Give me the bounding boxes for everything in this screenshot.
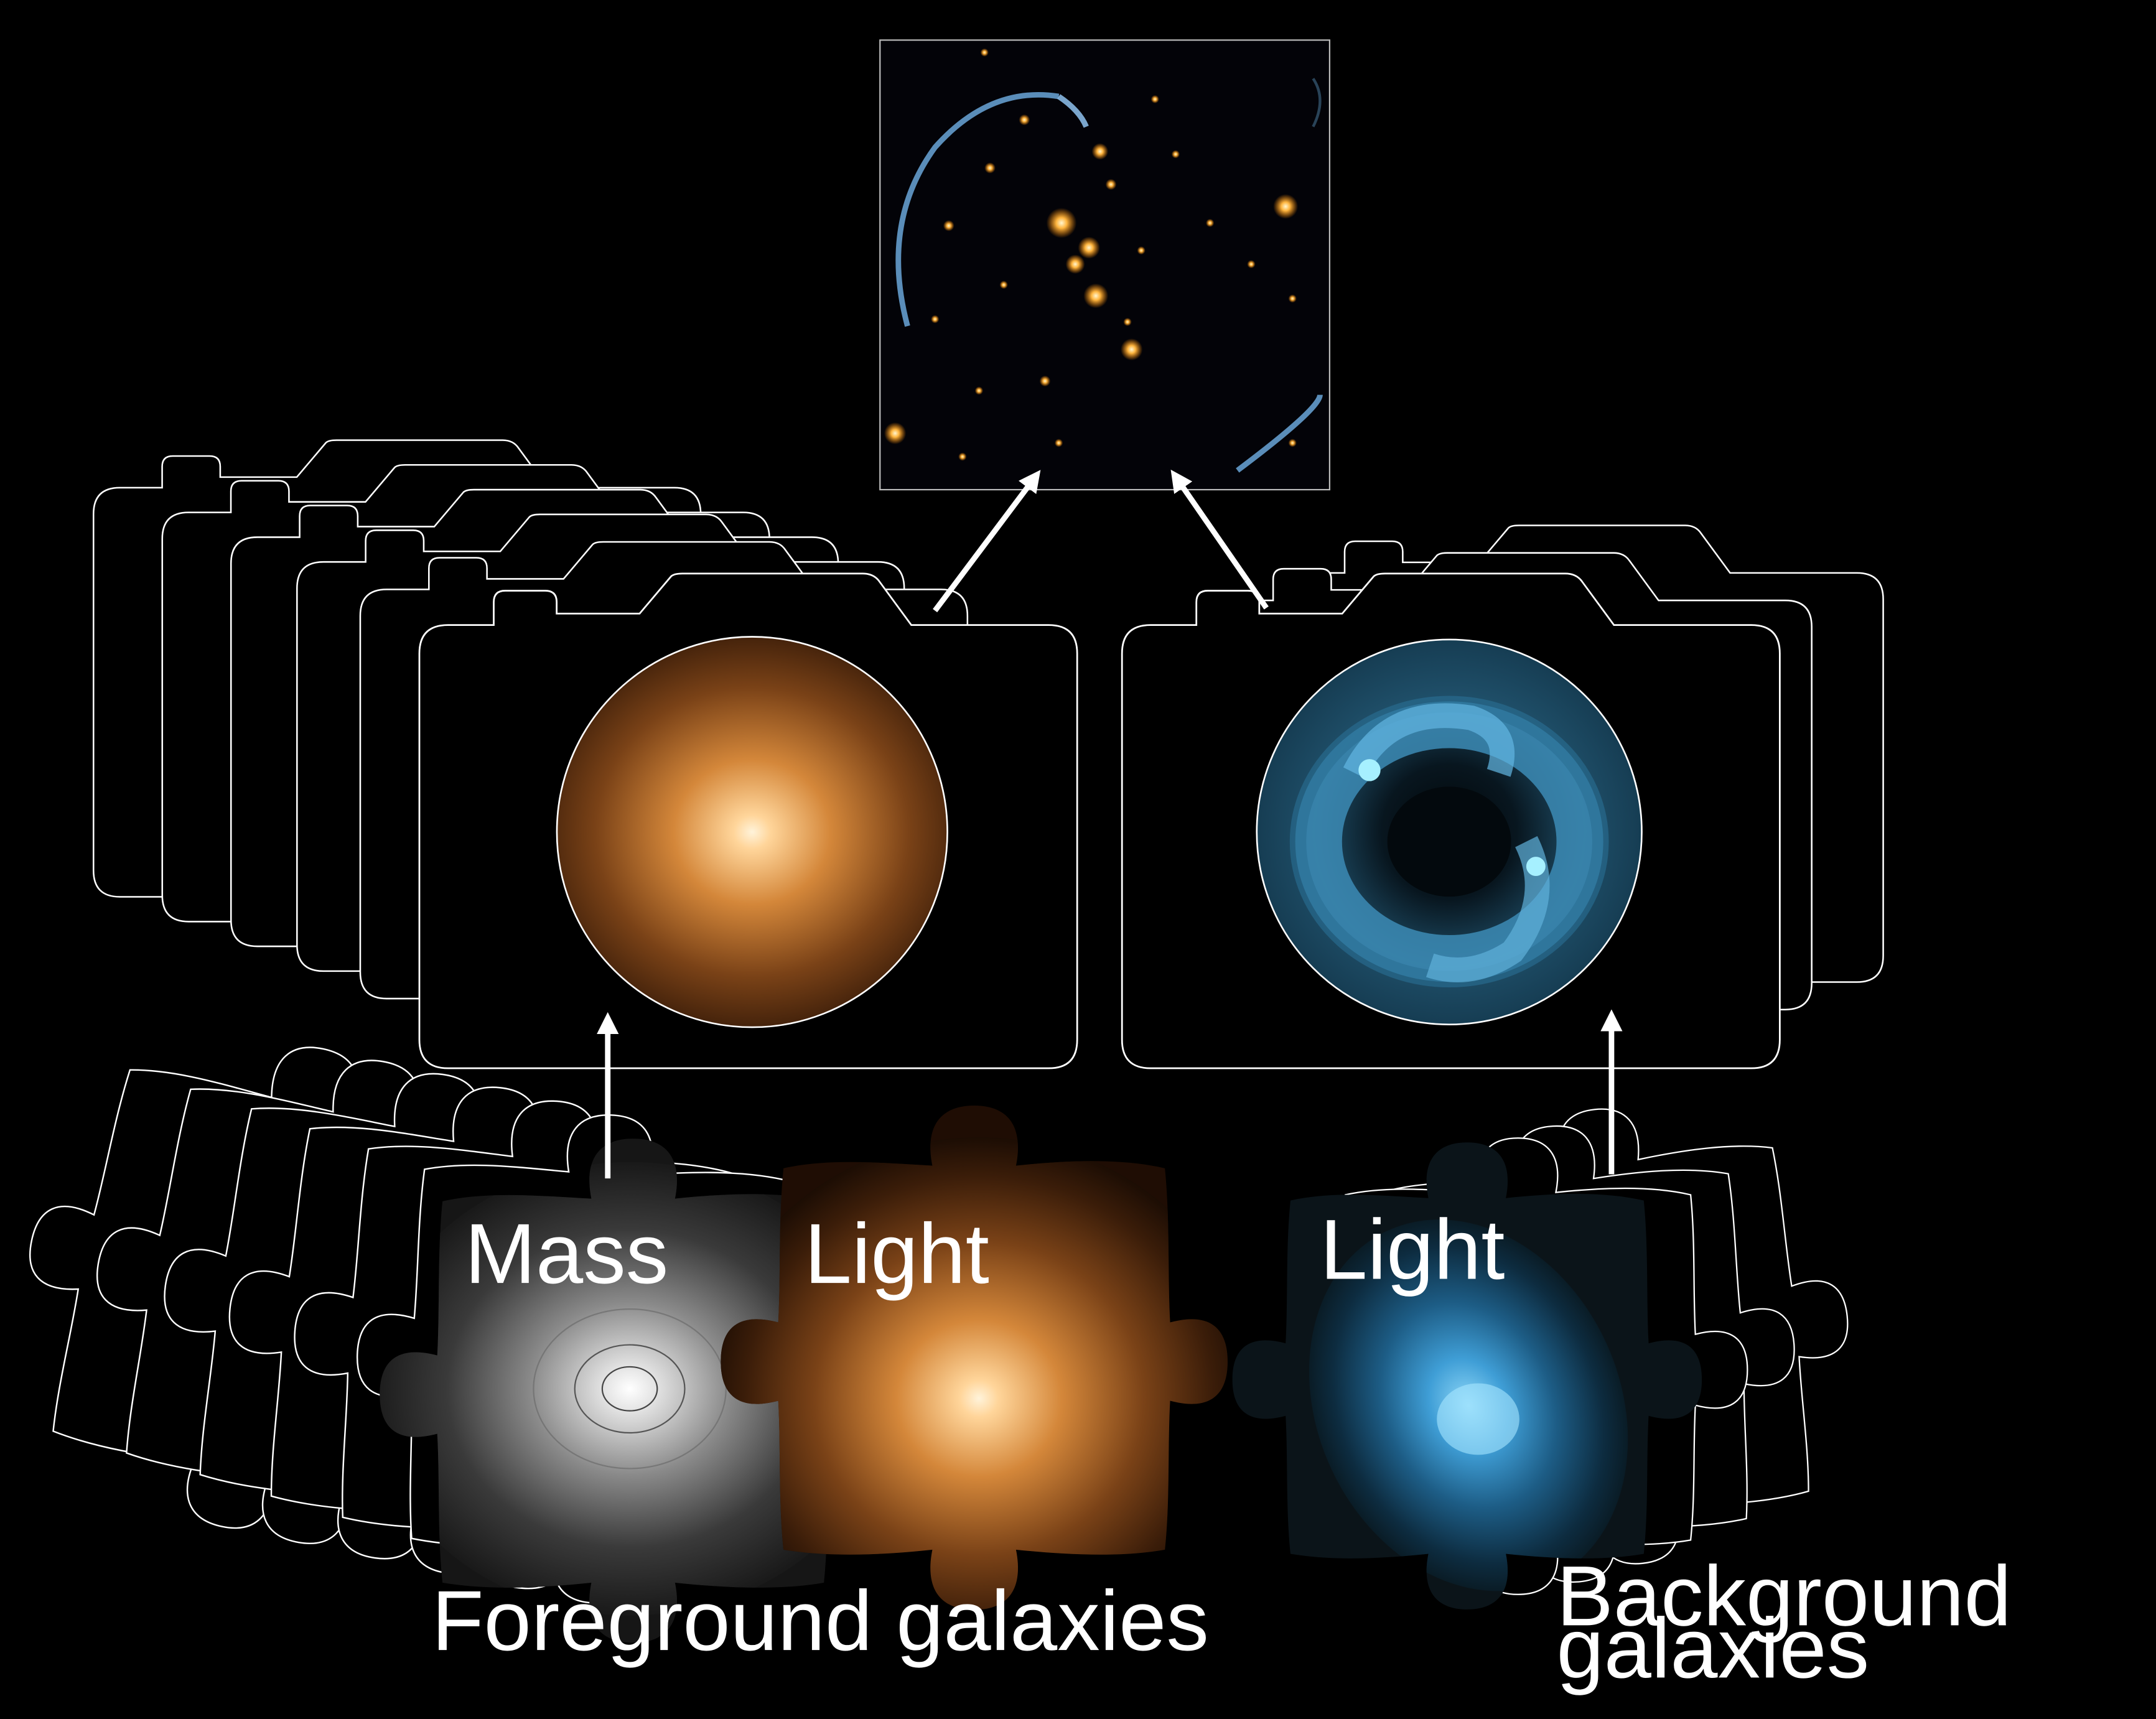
- background-caption-line2: galaxies: [1557, 1601, 1870, 1696]
- arrows: [597, 469, 1623, 1179]
- foreground-caption: Foreground galaxies: [432, 1573, 1209, 1669]
- background-caption-line1: Background: [1557, 1549, 2012, 1644]
- observed-lens-image: [879, 39, 1331, 491]
- arrow-up-icon: [1170, 469, 1269, 610]
- foreground-light-label: Light: [805, 1206, 989, 1302]
- mass-label: Mass: [465, 1206, 668, 1302]
- background-light-puzzle-piece: [1232, 1142, 1702, 1610]
- foreground-lens-image: [556, 636, 948, 1028]
- background-light-label: Light: [1320, 1202, 1505, 1297]
- arrow-up-icon: [933, 470, 1041, 613]
- background-lens-image: [1256, 638, 1643, 1026]
- foreground-light-puzzle-piece: [721, 1106, 1228, 1610]
